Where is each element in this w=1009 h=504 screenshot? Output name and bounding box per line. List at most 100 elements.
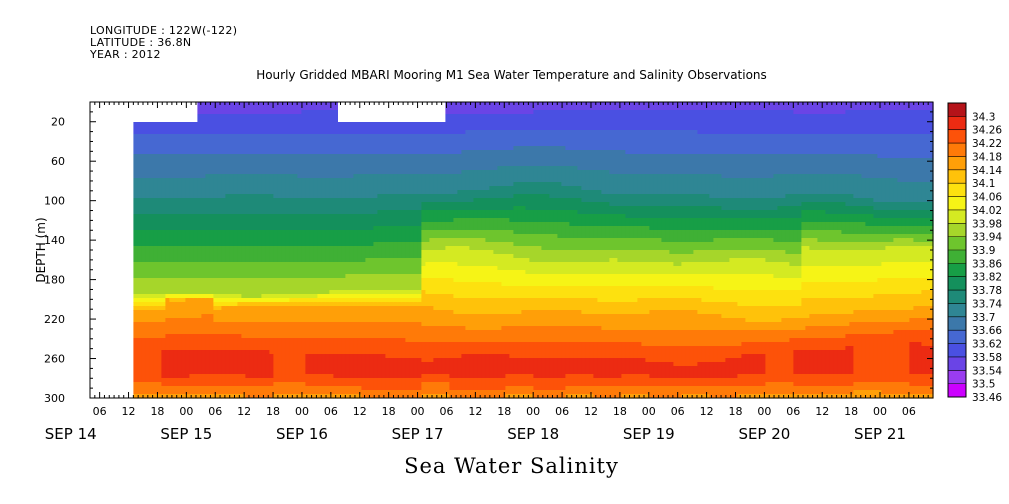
x-hour-tick-label: 06 [786, 405, 800, 418]
y-tick-label: 60 [51, 155, 65, 168]
colorbar-label: 33.82 [972, 272, 1002, 284]
colorbar-band [948, 103, 966, 117]
colorbar-band [948, 223, 966, 238]
y-tick-label: 300 [44, 392, 65, 405]
colorbar-label: 33.62 [972, 339, 1002, 351]
colorbar-band [948, 156, 966, 171]
colorbar-label: 33.46 [972, 392, 1002, 404]
x-hour-tick-label: 00 [873, 405, 887, 418]
x-day-label: SEP 14 [45, 425, 97, 443]
latitude-label: LATITUDE : 36.8N [90, 36, 192, 49]
y-tick-label: 20 [51, 116, 65, 129]
x-hour-tick-label: 06 [671, 405, 685, 418]
x-hour-tick-label: 18 [728, 405, 742, 418]
x-hour-tick-label: 18 [497, 405, 511, 418]
x-hour-tick-label: 18 [266, 405, 280, 418]
colorbar-label: 34.18 [972, 151, 1002, 163]
colorbar-label: 33.58 [972, 352, 1002, 364]
x-day-label: SEP 15 [160, 425, 212, 443]
longitude-label: LONGITUDE : 122W(-122) [90, 24, 238, 37]
colorbar-band [948, 370, 966, 385]
year-label: YEAR : 2012 [90, 48, 161, 61]
x-hour-tick-label: 12 [584, 405, 598, 418]
x-hour-tick-label: 00 [295, 405, 309, 418]
x-hour-tick-label: 12 [700, 405, 714, 418]
colorbar-label: 34.1 [972, 178, 995, 190]
colorbar-band [948, 169, 966, 184]
colorbar-label: 33.9 [972, 245, 995, 257]
colorbar-band [948, 290, 966, 304]
x-day-label: SEP 21 [854, 425, 906, 443]
colorbar-band [948, 143, 966, 157]
x-axis: 06 12 18 00 06 12 18 00 06 12 18 00 06 12 18 00 06 12 18 00… [45, 102, 934, 443]
colorbar-band [948, 116, 966, 131]
colorbar-label: 34.3 [972, 111, 995, 123]
colorbar-band [948, 330, 966, 344]
x-hour-tick-label: 18 [844, 405, 858, 418]
colorbar-label: 33.7 [972, 312, 995, 324]
x-hour-tick-label: 12 [468, 405, 482, 418]
colorbar-band [948, 250, 966, 264]
colorbar: 33.4633.533.5433.5833.6233.6633.733.7433… [947, 102, 1002, 404]
colorbar-band [948, 209, 966, 224]
colorbar-band [948, 276, 966, 291]
x-hour-tick-label: 06 [439, 405, 453, 418]
x-hour-tick-label: 00 [757, 405, 771, 418]
x-hour-tick-label: 12 [815, 405, 829, 418]
x-hour-tick-label: 12 [353, 405, 367, 418]
colorbar-label: 34.06 [972, 192, 1002, 204]
colorbar-label: 34.02 [972, 205, 1002, 217]
colorbar-label: 33.5 [972, 379, 995, 391]
x-hour-tick-label: 00 [526, 405, 540, 418]
x-day-label: SEP 20 [738, 425, 790, 443]
x-day-label: SEP 18 [507, 425, 559, 443]
x-day-label: SEP 17 [392, 425, 444, 443]
colorbar-label: 33.74 [972, 298, 1002, 310]
plot-area [90, 102, 934, 399]
colorbar-band [948, 196, 966, 211]
colorbar-label: 33.54 [972, 365, 1002, 377]
x-hour-tick-label: 12 [237, 405, 251, 418]
y-tick-label: 260 [44, 353, 65, 366]
y-tick-label: 180 [44, 274, 65, 287]
x-hour-tick-label: 00 [642, 405, 656, 418]
chart-caption: Sea Water Salinity [404, 454, 619, 478]
x-hour-tick-label: 06 [902, 405, 916, 418]
x-hour-tick-label: 00 [179, 405, 193, 418]
y-tick-label: 140 [44, 234, 65, 247]
x-day-label: SEP 19 [623, 425, 675, 443]
x-hour-tick-label: 18 [382, 405, 396, 418]
colorbar-label: 33.94 [972, 232, 1002, 244]
y-tick-label: 220 [44, 313, 65, 326]
x-day-label: SEP 16 [276, 425, 328, 443]
x-hour-tick-label: 06 [555, 405, 569, 418]
x-hour-tick-label: 00 [411, 405, 425, 418]
y-axis-label: DEPTH (m) [34, 217, 48, 282]
colorbar-label: 33.86 [972, 258, 1002, 270]
x-hour-tick-label: 06 [93, 405, 107, 418]
y-tick-label: 100 [44, 195, 65, 208]
colorbar-label: 33.98 [972, 218, 1002, 230]
colorbar-label: 34.22 [972, 138, 1002, 150]
colorbar-band [948, 383, 966, 398]
colorbar-label: 33.78 [972, 285, 1002, 297]
colorbar-band [948, 129, 966, 144]
colorbar-band [948, 183, 966, 197]
chart-title: Hourly Gridded MBARI Mooring M1 Sea Wate… [256, 68, 767, 82]
colorbar-band [948, 236, 966, 251]
colorbar-label: 34.14 [972, 165, 1002, 177]
colorbar-label: 33.66 [972, 325, 1002, 337]
y-axis: 20 60 100 140 180 220 260 300 [44, 111, 933, 405]
x-hour-tick-label: 18 [150, 405, 164, 418]
colorbar-band [948, 343, 966, 358]
x-hour-tick-label: 18 [613, 405, 627, 418]
colorbar-band [948, 356, 966, 371]
x-hour-tick-label: 12 [122, 405, 136, 418]
colorbar-label: 34.26 [972, 125, 1002, 137]
x-hour-tick-label: 06 [208, 405, 222, 418]
colorbar-band [948, 263, 966, 278]
x-hour-tick-label: 06 [324, 405, 338, 418]
colorbar-band [948, 316, 966, 331]
